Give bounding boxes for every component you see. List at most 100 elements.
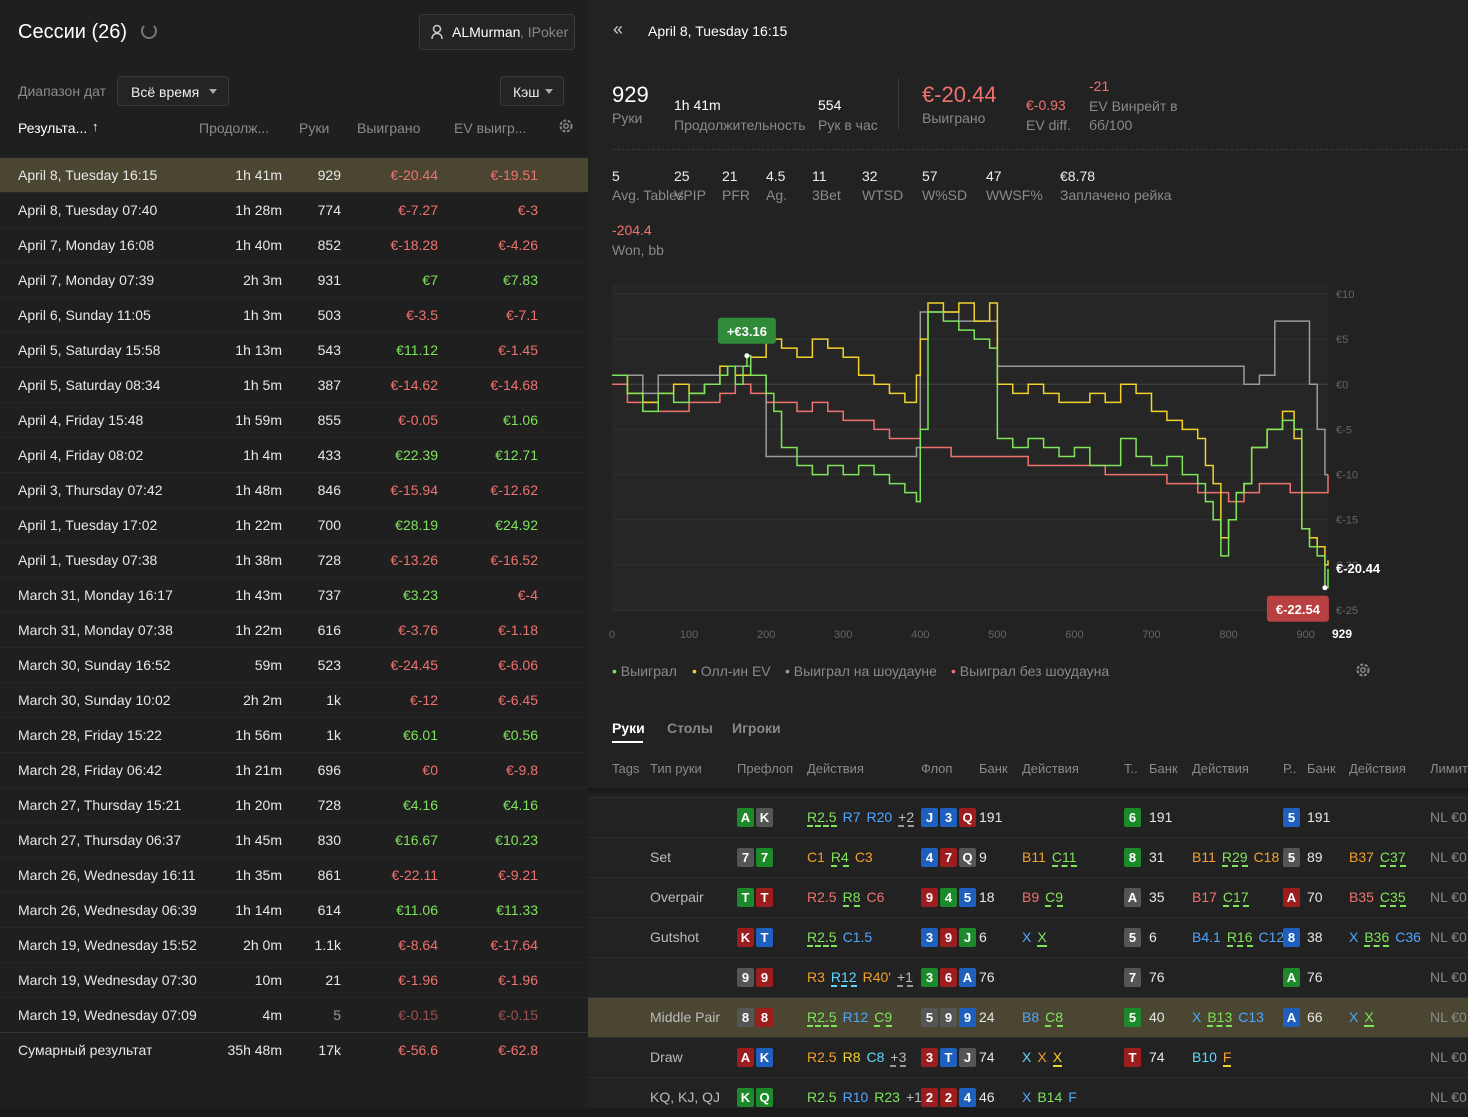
session-hands: 433	[317, 447, 341, 463]
table-header-cell[interactable]: Tags	[612, 761, 640, 776]
legend-no-showdown[interactable]: • Выиграл без шоудауна	[951, 663, 1110, 679]
hand-row[interactable]: KQ, KJ, QJ K Q R2.5 R10 R23 +1 2 2 4 46 X B14 F NL €0.	[588, 1077, 1468, 1117]
legend-allin-ev[interactable]: • Олл-ин EV	[692, 663, 771, 679]
session-row[interactable]: April 5, Saturday 15:58 1h 13m 543 €11.12 €-…	[0, 332, 588, 367]
playing-card: 6	[940, 968, 957, 987]
session-row[interactable]: April 8, Tuesday 07:40 1h 28m 774 €-7.27 €-3	[0, 192, 588, 227]
table-header-cell[interactable]: Флоп	[921, 761, 953, 776]
session-row[interactable]: April 8, Tuesday 16:15 1h 41m 929 €-20.44 €-…	[0, 157, 588, 192]
table-header-cell[interactable]: Действия	[1022, 761, 1079, 776]
date-range-select[interactable]: Всё время	[117, 76, 229, 106]
session-duration: 1h 35m	[235, 867, 282, 883]
table-header-cell[interactable]: Действия	[807, 761, 864, 776]
y-tick-label: €-25	[1336, 605, 1358, 617]
sort-up-icon[interactable]: ↑	[92, 119, 99, 134]
hand-row[interactable]: Overpair T T R2.5 R8 C6 9 4 5 18 B9 C9 A 35 B17 C17 A 70 B…	[588, 877, 1468, 917]
session-row[interactable]: April 6, Sunday 11:05 1h 3m 503 €-3.5 €-7.1	[0, 297, 588, 332]
account-button[interactable]: ALMurman , IPoker	[419, 14, 575, 50]
col-won[interactable]: Выиграно	[357, 120, 421, 136]
col-duration[interactable]: Продолж...	[199, 120, 270, 136]
table-header-cell[interactable]: Банк	[1307, 761, 1336, 776]
table-header-cell[interactable]: Префлоп	[737, 761, 794, 776]
tab-players[interactable]: Игроки	[732, 720, 781, 736]
hand-row[interactable]: A K R2.5 R7 R20 +2 J 3 Q 191 6 191 5 191 NL €0.	[588, 797, 1468, 837]
y-tick-label: €-20	[1336, 560, 1358, 572]
session-row[interactable]: March 19, Wednesday 15:52 2h 0m 1.1k €-8.64…	[0, 927, 588, 962]
hand-row[interactable]: 9 9 R3 R12 R40' +1 3 6 A 76 7 76 A 76 NL €0.	[588, 957, 1468, 997]
table-header-shadow	[588, 788, 1468, 796]
chart-settings-gear-icon[interactable]	[1355, 662, 1371, 678]
session-won: €-0.05	[398, 412, 438, 428]
flop-pot: 46	[979, 1089, 995, 1105]
playing-card: J	[921, 808, 938, 827]
session-row[interactable]: March 19, Wednesday 07:30 10m 21 €-1.96 €-1.…	[0, 962, 588, 997]
action-token: +2	[898, 809, 915, 827]
gear-icon[interactable]	[558, 118, 574, 134]
session-row[interactable]: April 7, Monday 16:08 1h 40m 852 €-18.28 €-4…	[0, 227, 588, 262]
hand-row[interactable]: Draw A K R2.5 R8 C8 +3 3 T J 74 X X X T 74 B10 F NL €0.	[588, 1037, 1468, 1077]
session-row[interactable]: April 4, Friday 08:02 1h 4m 433 €22.39 €12.7…	[0, 437, 588, 472]
session-ev: €-6.45	[498, 692, 538, 708]
legend-won[interactable]: • Выиграл	[612, 663, 677, 679]
table-header-cell[interactable]: Действия	[1349, 761, 1406, 776]
table-header-cell[interactable]: Лимит	[1430, 761, 1468, 776]
session-row[interactable]: March 26, Wednesday 06:39 1h 14m 614 €11.06…	[0, 892, 588, 927]
hand-row[interactable]: Middle Pair 8 8 R2.5 R12 C9 5 9 9 24 B8 C8 5 40 X B13 C1…	[588, 997, 1468, 1037]
refresh-icon[interactable]	[141, 23, 157, 39]
col-ev[interactable]: EV выигр...	[454, 120, 527, 136]
session-won: €16.67	[395, 832, 438, 848]
table-header-cell[interactable]: Т..	[1124, 761, 1138, 776]
action-token: X	[1037, 1049, 1047, 1065]
table-header-cell[interactable]: Действия	[1192, 761, 1249, 776]
action-token: C12	[1258, 929, 1285, 945]
session-row[interactable]: April 3, Thursday 07:42 1h 48m 846 €-15.94 €…	[0, 472, 588, 507]
session-won: €-12	[409, 692, 438, 708]
stat-value: 25	[674, 168, 690, 184]
tab-hands[interactable]: Руки	[612, 720, 645, 736]
table-header-cell[interactable]: Банк	[1149, 761, 1178, 776]
col-hands[interactable]: Руки	[299, 120, 330, 136]
session-row[interactable]: March 30, Sunday 16:52 59m 523 €-24.45 €-6.0…	[0, 647, 588, 682]
action-token: R40'	[862, 969, 891, 985]
collapse-icon[interactable]: «	[613, 19, 624, 39]
tab-tables[interactable]: Столы	[667, 720, 713, 736]
session-row[interactable]: March 28, Friday 15:22 1h 56m 1k €6.01 €0.56	[0, 717, 588, 752]
table-header-cell[interactable]: Р..	[1283, 761, 1297, 776]
flop-pot: 74	[979, 1049, 995, 1065]
session-row[interactable]: March 19, Wednesday 07:09 4m 5 €-0.15 €-0.15	[0, 997, 588, 1032]
session-row[interactable]: April 1, Tuesday 07:38 1h 38m 728 €-13.26 €-…	[0, 542, 588, 577]
session-row[interactable]: March 30, Sunday 10:02 2h 2m 1k €-12 €-6.45	[0, 682, 588, 717]
session-row[interactable]: April 5, Saturday 08:34 1h 5m 387 €-14.62 €-…	[0, 367, 588, 402]
session-row[interactable]: April 1, Tuesday 17:02 1h 22m 700 €28.19 €24…	[0, 507, 588, 542]
game-type-select[interactable]: Кэш	[500, 76, 564, 106]
hand-row[interactable]: Gutshot K T R2.5 C1.5 3 9 J 6 X X 5 6 B4.1 R16 C12 8 38 X B…	[588, 917, 1468, 957]
session-ev: €-1.18	[498, 622, 538, 638]
session-row[interactable]: March 27, Thursday 15:21 1h 20m 728 €4.16 €4…	[0, 787, 588, 822]
hand-row[interactable]: Set 7 7 C1 R4 C3 4 7 Q 9 B11 C11 8 31 B11 R29 C18 5 89 B37 C…	[588, 837, 1468, 877]
col-result[interactable]: Результа...	[18, 120, 88, 136]
session-row[interactable]: April 4, Friday 15:48 1h 59m 855 €-0.05 €1.0…	[0, 402, 588, 437]
preflop-actions: R2.5 R7 R20 +2	[807, 809, 920, 827]
sessions-panel: Сессии (26) ALMurman , IPoker Диапазон д…	[0, 0, 588, 1108]
legend-showdown[interactable]: • Выиграл на шоудауне	[785, 663, 937, 679]
table-header-cell[interactable]: Тип руки	[650, 761, 702, 776]
session-row[interactable]: April 7, Monday 07:39 2h 3m 931 €7 €7.83	[0, 262, 588, 297]
session-row[interactable]: March 26, Wednesday 16:11 1h 35m 861 €-22.1…	[0, 857, 588, 892]
x-tick-label: 800	[1219, 629, 1237, 641]
hand-limit: NL €0.	[1430, 809, 1468, 825]
session-ev: €12.71	[495, 447, 538, 463]
tab-hands-underline	[612, 741, 643, 743]
account-site: , IPoker	[520, 24, 569, 40]
session-row[interactable]: March 27, Thursday 06:37 1h 45m 830 €16.67 €…	[0, 822, 588, 857]
table-header-cell[interactable]: Банк	[979, 761, 1008, 776]
action-token: B11	[1192, 849, 1216, 865]
playing-card: K	[756, 808, 773, 827]
session-row[interactable]: March 31, Monday 07:38 1h 22m 616 €-3.76 €-1…	[0, 612, 588, 647]
session-row[interactable]: March 28, Friday 06:42 1h 21m 696 €0 €-9.8	[0, 752, 588, 787]
session-row[interactable]: March 31, Monday 16:17 1h 43m 737 €3.23 €-4	[0, 577, 588, 612]
action-token: X	[1022, 1089, 1032, 1105]
session-ev: €-14.68	[490, 377, 538, 393]
